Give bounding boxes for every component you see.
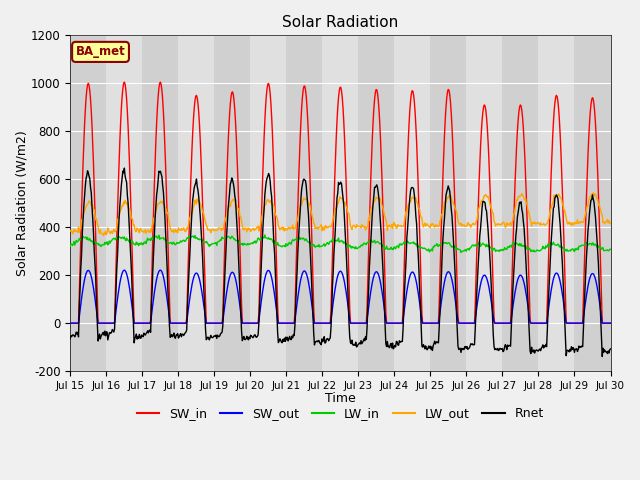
Bar bbox=[431, 36, 467, 371]
Bar bbox=[323, 36, 358, 371]
Bar bbox=[538, 36, 575, 371]
X-axis label: Time: Time bbox=[325, 392, 356, 405]
Bar bbox=[286, 36, 323, 371]
Bar bbox=[502, 36, 538, 371]
Bar bbox=[179, 36, 214, 371]
Bar bbox=[250, 36, 286, 371]
Legend: SW_in, SW_out, LW_in, LW_out, Rnet: SW_in, SW_out, LW_in, LW_out, Rnet bbox=[132, 402, 549, 425]
Title: Solar Radiation: Solar Radiation bbox=[282, 15, 399, 30]
Bar bbox=[358, 36, 394, 371]
Bar bbox=[394, 36, 431, 371]
Y-axis label: Solar Radiation (W/m2): Solar Radiation (W/m2) bbox=[15, 131, 28, 276]
Bar bbox=[70, 36, 106, 371]
Bar bbox=[467, 36, 502, 371]
Text: BA_met: BA_met bbox=[76, 46, 125, 59]
Bar bbox=[214, 36, 250, 371]
Bar bbox=[575, 36, 611, 371]
Bar bbox=[142, 36, 179, 371]
Bar bbox=[106, 36, 142, 371]
